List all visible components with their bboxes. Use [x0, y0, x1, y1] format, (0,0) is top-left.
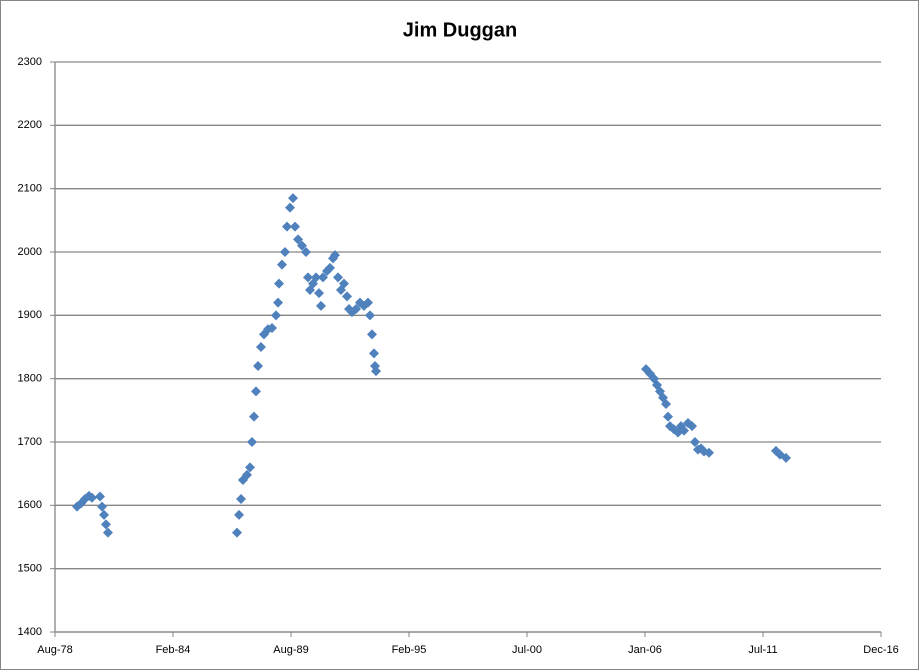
point: [267, 323, 278, 333]
point: [234, 509, 245, 520]
point: [100, 519, 111, 530]
point: [247, 437, 258, 447]
point: [367, 329, 378, 340]
y-tick-label: 1400: [18, 626, 42, 638]
point: [276, 259, 287, 270]
point: [704, 447, 715, 458]
point: [296, 240, 307, 251]
y-tick-label: 2200: [18, 119, 42, 131]
point: [95, 491, 106, 502]
y-tick-label: 2100: [18, 183, 42, 195]
point: [302, 272, 313, 283]
point: [236, 494, 247, 504]
point: [687, 421, 698, 432]
y-tick-label: 1500: [18, 563, 42, 575]
point: [661, 399, 672, 409]
point: [311, 272, 322, 283]
point: [255, 342, 266, 352]
chart-title: Jim Duggan: [403, 19, 517, 41]
point: [365, 310, 376, 321]
point: [102, 527, 113, 538]
point: [281, 221, 292, 232]
x-tick-label: Aug-78: [37, 644, 72, 656]
y-tick-label: 2000: [18, 246, 42, 258]
point: [678, 425, 689, 436]
point: [338, 278, 349, 289]
x-tick-label: Feb-95: [392, 644, 427, 656]
point: [362, 297, 373, 308]
point: [273, 297, 284, 308]
y-tick-label: 1800: [18, 373, 42, 385]
point: [274, 278, 285, 289]
point: [300, 247, 311, 257]
point: [271, 310, 282, 321]
point: [689, 437, 700, 447]
x-tick-label: Jul-00: [512, 644, 542, 656]
x-tick-label: Jan-06: [628, 644, 662, 656]
y-tick-label: 1900: [18, 309, 42, 321]
x-tick-label: Dec-16: [863, 644, 898, 656]
point: [351, 304, 362, 314]
point: [251, 386, 262, 397]
point: [315, 300, 326, 311]
point: [333, 272, 344, 283]
point: [341, 291, 352, 302]
point: [279, 247, 290, 257]
y-tick-label: 2300: [18, 56, 42, 68]
x-tick-label: Aug-89: [273, 644, 308, 656]
point: [253, 361, 264, 371]
point: [290, 221, 301, 232]
point: [244, 462, 255, 473]
point: [324, 262, 335, 273]
point: [330, 250, 341, 261]
point: [328, 253, 339, 264]
x-tick-label: Jul-11: [748, 644, 777, 656]
point: [371, 366, 382, 377]
x-tick-label: Feb-84: [156, 644, 191, 656]
point: [663, 411, 674, 422]
point: [317, 272, 328, 283]
point: [369, 348, 380, 359]
point: [97, 501, 108, 512]
point: [249, 411, 260, 422]
point: [288, 193, 299, 204]
point: [232, 527, 243, 538]
point: [293, 234, 304, 245]
point: [314, 288, 325, 299]
point: [781, 452, 792, 463]
point: [86, 492, 97, 503]
y-tick-label: 1600: [18, 499, 42, 511]
point: [241, 469, 252, 480]
point: [99, 509, 110, 520]
point: [284, 202, 295, 213]
y-tick-label: 1700: [18, 436, 42, 448]
